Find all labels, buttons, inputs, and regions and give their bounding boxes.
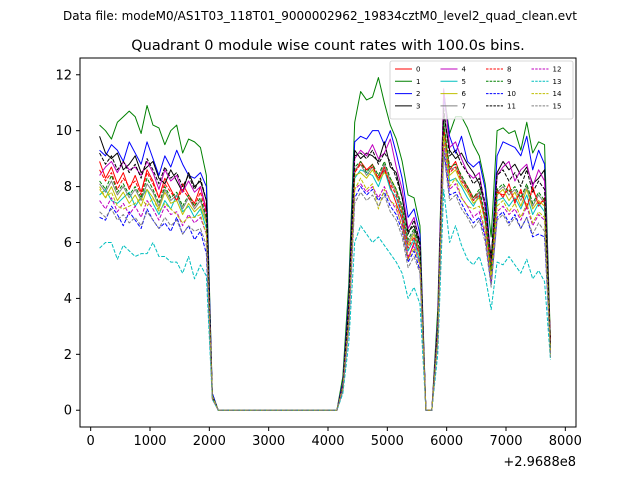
y-tick-label: 10 xyxy=(55,124,72,139)
legend-label-9: 9 xyxy=(507,78,511,86)
y-axis: 0 2 4 6 8 10 12 xyxy=(55,68,80,419)
legend-label-5: 5 xyxy=(462,78,466,86)
legend-label-8: 8 xyxy=(507,66,511,74)
legend-label-2: 2 xyxy=(416,90,420,98)
legend-label-11: 11 xyxy=(507,102,516,110)
legend-label-10: 10 xyxy=(507,90,516,98)
legend-label-14: 14 xyxy=(553,90,562,98)
series-line-15 xyxy=(99,152,551,411)
x-offset-label: +2.9688e8 xyxy=(503,455,576,470)
legend-label-12: 12 xyxy=(553,66,562,74)
legend-label-4: 4 xyxy=(462,66,467,74)
y-tick-label: 0 xyxy=(64,404,72,419)
y-tick-label: 4 xyxy=(64,292,72,307)
plot-area xyxy=(99,77,551,411)
y-tick-label: 2 xyxy=(64,348,72,363)
x-tick-label: 2000 xyxy=(193,434,226,449)
x-tick-label: 4000 xyxy=(311,434,344,449)
legend-label-7: 7 xyxy=(462,102,466,110)
chart-title: Quadrant 0 module wise count rates with … xyxy=(131,38,525,54)
legend-label-13: 13 xyxy=(553,78,562,86)
y-tick-label: 8 xyxy=(64,180,72,195)
y-tick-label: 12 xyxy=(55,68,72,83)
legend-label-15: 15 xyxy=(553,102,562,110)
x-tick-label: 5000 xyxy=(371,434,404,449)
x-tick-label: 3000 xyxy=(252,434,285,449)
x-axis: 0 1000 2000 3000 4000 5000 6000 7000 8000 xyxy=(87,427,582,449)
x-tick-label: 0 xyxy=(87,434,95,449)
x-tick-label: 1000 xyxy=(133,434,166,449)
legend-label-3: 3 xyxy=(416,102,420,110)
series-line-14 xyxy=(99,135,551,411)
suptitle: Data file: modeM0/AS1T03_118T01_90000029… xyxy=(63,9,577,23)
x-tick-label: 6000 xyxy=(430,434,463,449)
legend-box xyxy=(389,60,574,120)
legend-label-6: 6 xyxy=(462,90,467,98)
x-tick-label: 8000 xyxy=(549,434,582,449)
y-tick-label: 6 xyxy=(64,236,72,251)
axes-frame xyxy=(79,57,577,428)
legend-label-1: 1 xyxy=(416,78,420,86)
x-tick-label: 7000 xyxy=(489,434,522,449)
legend-label-0: 0 xyxy=(416,66,420,74)
